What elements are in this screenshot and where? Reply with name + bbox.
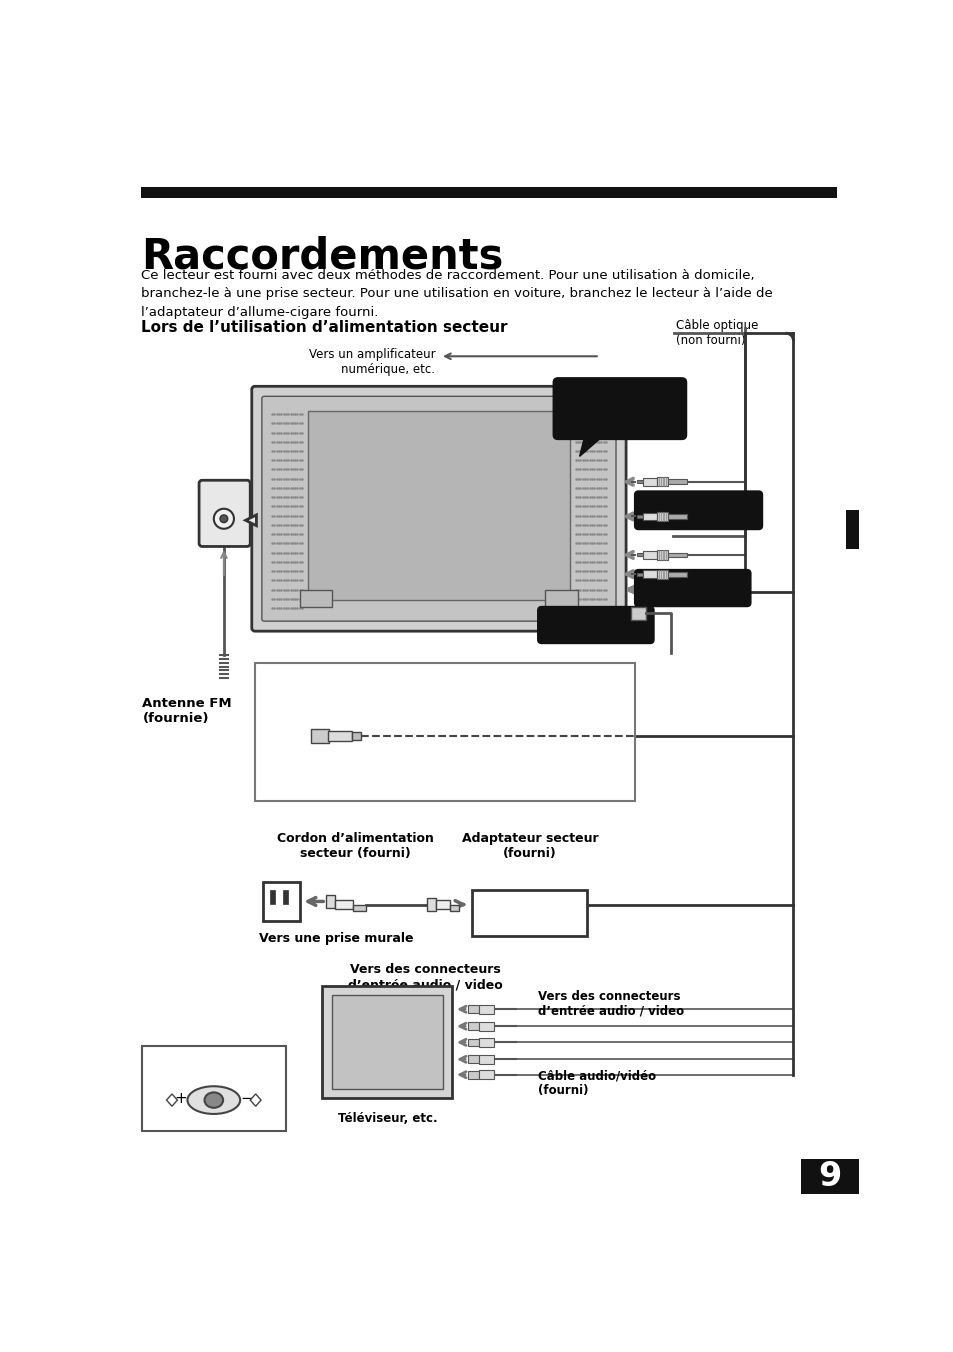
Ellipse shape [204, 1092, 223, 1107]
Bar [657, 512, 667, 521]
Text: A/V OUTPUT: A/V OUTPUT [646, 506, 750, 521]
Circle shape [213, 508, 233, 529]
Text: Antenne FM
(fournie): Antenne FM (fournie) [142, 698, 232, 726]
Bar [262, 883, 299, 921]
Bar [637, 480, 642, 483]
Bar [299, 589, 332, 607]
Bar [468, 1006, 478, 1013]
Text: Téléviseur, etc.: Téléviseur, etc. [337, 1111, 436, 1125]
Bar [468, 1038, 478, 1046]
Bar [468, 1071, 478, 1079]
Bar [282, 890, 288, 903]
Text: Câble audio/vidéo
(fourni): Câble audio/vidéo (fourni) [537, 1069, 655, 1098]
Bar [642, 571, 657, 579]
Bar [667, 514, 686, 519]
FancyBboxPatch shape [634, 569, 750, 607]
Polygon shape [250, 1094, 261, 1106]
Polygon shape [579, 435, 604, 457]
Bar [468, 1056, 478, 1063]
Text: Ce lecteur est fourni avec deux méthodes de raccordement. Pour une utilisation à: Ce lecteur est fourni avec deux méthodes… [141, 269, 772, 319]
Bar [472, 890, 586, 936]
Text: DC IN 12V: DC IN 12V [553, 621, 638, 637]
Bar [801, 1159, 858, 1194]
FancyBboxPatch shape [537, 607, 654, 644]
Bar [667, 480, 686, 484]
Polygon shape [638, 508, 661, 526]
Bar [642, 512, 657, 521]
Bar [311, 729, 328, 742]
Text: Câble optique
(non fourni): Câble optique (non fourni) [675, 319, 758, 346]
Polygon shape [245, 515, 256, 526]
Bar [328, 730, 352, 741]
Circle shape [220, 515, 228, 523]
FancyBboxPatch shape [199, 480, 250, 546]
Bar [332, 995, 443, 1088]
Bar [353, 904, 366, 911]
Bar [657, 550, 667, 560]
Text: Adaptateur d’allume-cigare
(fourni): Adaptateur d’allume-cigare (fourni) [266, 771, 459, 799]
FancyBboxPatch shape [634, 491, 761, 530]
Bar [630, 607, 645, 621]
Polygon shape [167, 1094, 177, 1106]
Bar [468, 1022, 478, 1030]
Bar [270, 890, 274, 903]
Bar [352, 731, 360, 740]
Bar [322, 986, 452, 1098]
Bar [667, 572, 686, 576]
FancyBboxPatch shape [553, 377, 686, 439]
Text: En cas d’utilisation du
lecteur dans la voiture: En cas d’utilisation du lecteur dans la … [406, 676, 564, 704]
Bar [845, 510, 858, 549]
Bar [141, 187, 836, 199]
Text: *: * [673, 596, 680, 611]
Text: Adaptateur secteur
(fourni): Adaptateur secteur (fourni) [461, 831, 598, 860]
Bar [427, 898, 436, 911]
Text: EXT ANT: EXT ANT [207, 487, 250, 495]
Text: Vers une prise murale: Vers une prise murale [258, 933, 413, 945]
FancyBboxPatch shape [252, 387, 625, 631]
Bar [478, 1038, 494, 1046]
Text: Vers des connecteurs
d’entrée audio / video: Vers des connecteurs d’entrée audio / vi… [348, 963, 502, 991]
Polygon shape [637, 585, 658, 603]
Ellipse shape [187, 1086, 240, 1114]
Bar [637, 573, 642, 576]
Bar [335, 900, 353, 909]
Bar [637, 553, 642, 557]
Bar [545, 589, 578, 607]
Bar [642, 479, 657, 485]
Bar [307, 411, 570, 599]
Text: Vers un amplificateur
numérique, etc.: Vers un amplificateur numérique, etc. [309, 347, 435, 376]
Text: Vers la prise de
l’allume-cigare: Vers la prise de l’allume-cigare [266, 676, 363, 704]
Bar [142, 1046, 286, 1130]
Text: * Polarité de la fiche: * Polarité de la fiche [149, 1049, 268, 1063]
Bar [478, 1069, 494, 1079]
Text: −: − [240, 1091, 253, 1106]
Bar [254, 662, 634, 802]
Text: Vers des connecteurs
d’entrée audio / video: Vers des connecteurs d’entrée audio / vi… [537, 990, 683, 1018]
Bar [450, 904, 459, 911]
Bar [478, 1005, 494, 1014]
Bar [657, 569, 667, 579]
Polygon shape [543, 623, 564, 639]
Text: Cordon d’alimentation
secteur (fourni): Cordon d’alimentation secteur (fourni) [277, 831, 434, 860]
Bar [667, 553, 686, 557]
Text: A/V INPUT: A/V INPUT [649, 584, 736, 599]
Text: HEADPHONES/
OPTICAL OUT: HEADPHONES/ OPTICAL OUT [559, 384, 679, 418]
Bar [637, 515, 642, 518]
Text: +: + [174, 1091, 188, 1106]
Text: Raccordements: Raccordements [141, 235, 503, 277]
Text: Lors de l’utilisation d’alimentation secteur: Lors de l’utilisation d’alimentation sec… [141, 320, 507, 335]
FancyBboxPatch shape [261, 396, 616, 621]
Text: 9: 9 [818, 1160, 841, 1192]
Bar [436, 900, 450, 909]
Bar [478, 1055, 494, 1064]
Bar [326, 895, 335, 907]
Bar [642, 552, 657, 558]
Bar [478, 1022, 494, 1030]
Bar [657, 477, 667, 487]
